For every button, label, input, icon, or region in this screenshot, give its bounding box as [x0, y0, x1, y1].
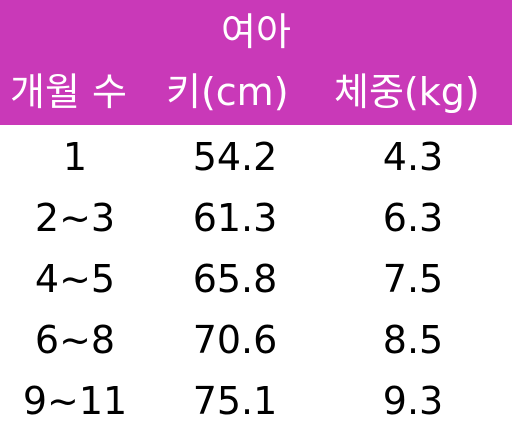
- cell-height: 75.1: [192, 379, 278, 423]
- cell-height: 65.8: [192, 257, 278, 301]
- table-body: 1 54.2 4.3 2~3 61.3 6.3 4~5 65.8 7.5 6~8…: [0, 125, 512, 430]
- cell-month: 2~3: [34, 196, 116, 240]
- column-header-height: 키(cm): [166, 70, 289, 114]
- table-row: 4~5 65.8 7.5: [0, 247, 512, 308]
- cell-height: 70.6: [192, 318, 278, 362]
- table-row: 6~8 70.6 8.5: [0, 308, 512, 369]
- cell-month: 4~5: [34, 257, 116, 301]
- table-row: 9~11 75.1 9.3: [0, 369, 512, 430]
- cell-weight: 9.3: [382, 379, 444, 423]
- cell-weight: 6.3: [382, 196, 444, 240]
- cell-weight: 4.3: [382, 135, 444, 179]
- column-header-month: 개월 수: [10, 70, 127, 114]
- cell-month: 1: [62, 135, 88, 179]
- cell-weight: 7.5: [382, 257, 444, 301]
- cell-weight: 8.5: [382, 318, 444, 362]
- cell-month: 6~8: [34, 318, 116, 362]
- table-title: 여아: [221, 10, 291, 54]
- table-row: 2~3 61.3 6.3: [0, 186, 512, 247]
- cell-height: 61.3: [192, 196, 278, 240]
- cell-month: 9~11: [22, 379, 128, 423]
- column-header-weight: 체중(kg): [334, 70, 480, 114]
- cell-height: 54.2: [192, 135, 278, 179]
- table-header: 여아 개월 수 키(cm) 체중(kg): [0, 0, 512, 125]
- table-row: 1 54.2 4.3: [0, 125, 512, 186]
